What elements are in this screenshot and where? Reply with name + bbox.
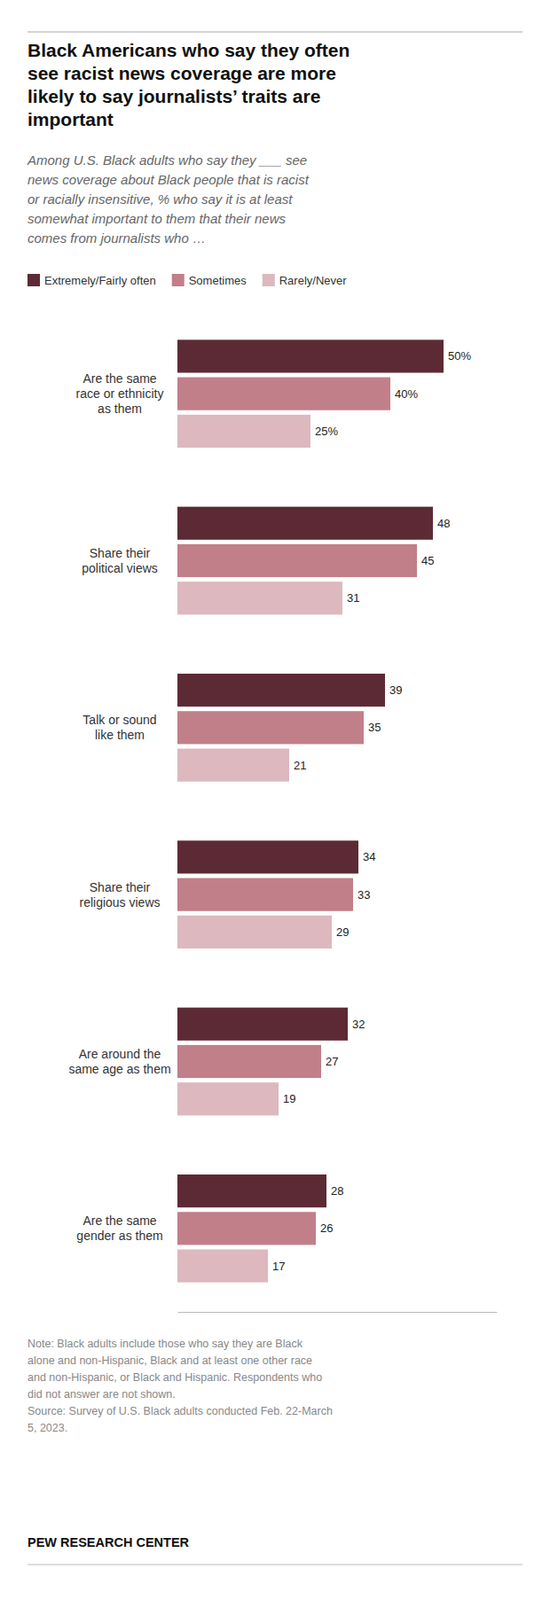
legend-label: Rarely/Never [279,274,348,288]
y-tick: Are around thesame age as them [68,1047,171,1077]
y-tick-label-line: Are around the [78,1047,162,1062]
bottom-rule [27,1565,523,1567]
bar [177,748,290,782]
y-tick-label: Are the samegender as them [76,1214,163,1244]
data-label: 50% [447,349,472,363]
y-tick-label-line: political views [81,561,158,576]
y-tick: Are the samerace or ethnicityas them [76,371,165,417]
title-line: important [27,109,114,130]
y-tick-label: Talk or soundlike them [82,713,157,743]
bar [177,507,433,541]
y-tick: Talk or soundlike them [82,713,157,743]
subtitle: Among U.S. Black adults who say they ___… [26,152,310,246]
data-label: 17 [272,1260,285,1274]
data-label: 29 [336,926,349,940]
source-line: 5, 2023. [27,1422,68,1436]
y-tick-label-line: as them [97,401,142,417]
footer: PEW RESEARCH CENTER [27,1536,190,1551]
note-line: and non-Hispanic, or Black and Hispanic.… [27,1372,323,1385]
bar [177,840,359,874]
note-line: did not answer are not shown. [27,1389,176,1402]
data-label: 25% [314,424,338,439]
bar [177,1008,348,1042]
data-label: 34 [362,850,376,865]
data-label: 21 [293,759,307,773]
bar [177,916,332,950]
y-tick-label: Are around thesame age as them [68,1047,171,1077]
source-line: Source: Survey of U.S. Black adults cond… [27,1406,333,1419]
bar [177,415,311,448]
data-label: 35 [368,721,381,735]
bar [177,544,417,578]
legend-swatch [27,274,40,287]
data-label: 40% [394,387,418,401]
bar [177,879,354,912]
x-axis [178,1312,498,1314]
y-tick-label-line: Talk or sound [82,713,157,728]
note-line: alone and non-Hispanic, Black and at lea… [27,1355,313,1368]
data-label: 28 [330,1185,344,1199]
bar [177,1175,327,1209]
title-line: Black Americans who say they often [27,39,350,61]
title-line: see racist news coverage are more [27,62,337,84]
y-tick-label-line: Share their [89,880,151,896]
y-tick-label-line: Share their [89,546,151,561]
y-tick-label-line: race or ethnicity [76,386,165,401]
legend-label: Sometimes [188,274,248,288]
data-label: 19 [282,1092,296,1107]
data-label: 31 [346,591,360,605]
data-label: 26 [320,1222,333,1236]
bar [177,1045,322,1079]
legend-swatch [262,274,275,287]
y-tick-label-line: like them [94,728,145,743]
y-tick: Are the samegender as them [76,1214,163,1244]
legend-swatch [172,274,185,287]
chart: Black Americans who say they oftensee ra… [0,0,550,1600]
subtitle-line: somewhat important to them that their ne… [27,211,286,227]
x-axis-line [178,1312,498,1314]
data-label: 45 [421,554,434,568]
legend-label: Extremely/Fairly often [44,274,157,288]
top-rule [27,31,523,32]
y-tick-label-line: Are the same [82,371,157,386]
bar [177,711,364,745]
data-label: 39 [389,683,402,698]
subtitle-line: news coverage about Black people that is… [27,172,310,188]
bar [177,1212,316,1246]
y-tick: Share theirpolitical views [81,546,158,576]
title-line: likely to say journalists’ traits are [27,86,321,107]
note: Note: Black adults include those who say… [27,1338,323,1402]
data-labels: 50% 48 39 34 32 28 40% 45 35 33 27 26 25% 31 21 29 19 17 [272,349,472,1273]
data-label: 32 [352,1018,365,1032]
title: Black Americans who say they oftensee ra… [27,39,350,130]
data-label: 27 [325,1055,338,1069]
y-tick-label: Are the samerace or ethnicityas them [76,371,165,417]
y-tick-label: Share theirpolitical views [81,546,158,576]
subtitle-line: comes from journalists who … [27,230,206,246]
y-axis: Are the samerace or ethnicityas themShar… [68,371,171,1244]
source: Source: Survey of U.S. Black adults cond… [27,1406,333,1436]
bar [177,377,391,411]
y-tick: Share theirreligious views [78,880,160,911]
y-tick-label-line: same age as them [68,1062,171,1077]
bar [177,674,385,708]
note-line: Note: Black adults include those who say… [27,1338,304,1352]
bars [177,339,444,1283]
y-tick-label-line: religious views [78,895,160,911]
data-label: 33 [357,888,370,903]
bar [177,339,444,373]
legend: Extremely/Fairly often Sometimes Rarely/Ne… [27,274,347,288]
subtitle-line: Among U.S. Black adults who say they ___… [26,152,307,168]
data-label: 48 [437,517,450,531]
bar [177,1249,268,1283]
bar [177,1083,279,1116]
y-tick-label-line: Are the same [82,1214,157,1229]
subtitle-line: or racially insensitive, % who say it is… [27,191,293,207]
y-tick-label-line: gender as them [76,1229,163,1244]
y-tick-label: Share theirreligious views [78,880,160,911]
bar [177,581,343,615]
